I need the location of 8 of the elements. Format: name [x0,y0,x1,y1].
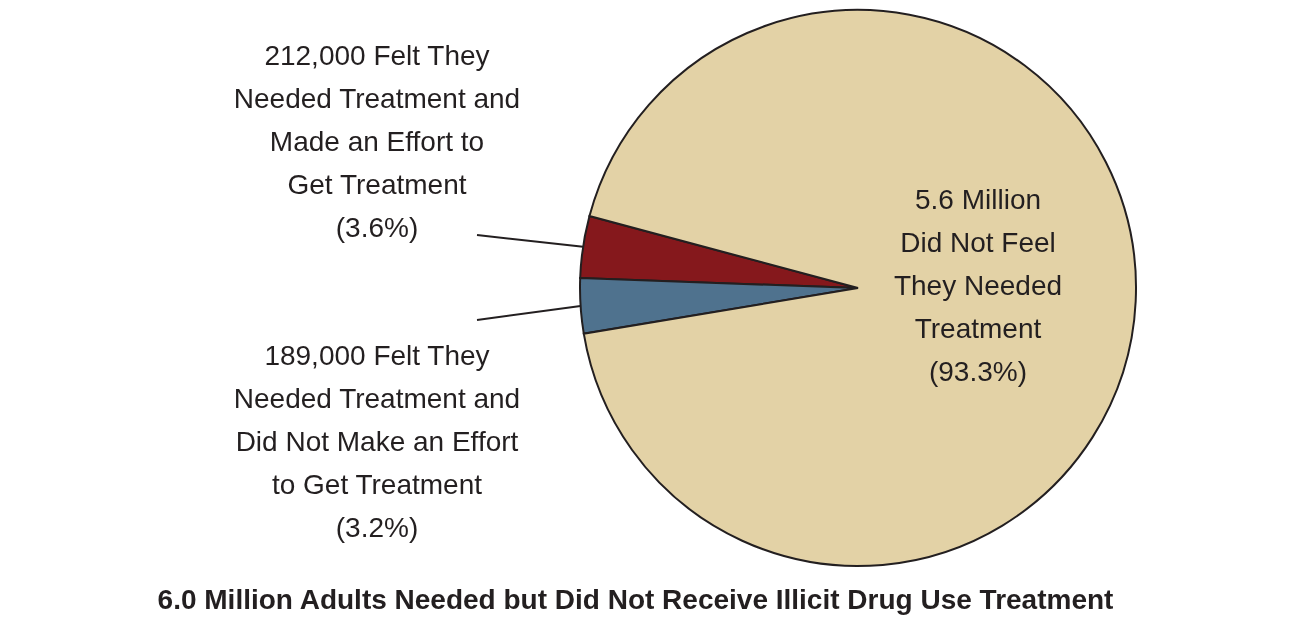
slice-label: 212,000 Felt They Needed Treatment and Made an Effort to Get Treatment [233,39,521,200]
slice-label: 189,000 Felt They Needed Treatment and Did Not Make an Effort to Get Treatment [233,339,521,500]
slice-label: 5.6 Million Did Not Feel They Needed Treatment [893,183,1063,344]
text: 6.0 Million Adults Needed but Did Not Receive Illicit Drug Use Treatment [156,584,1115,616]
data-label: (3.2%) [335,511,419,543]
data-label: (93.3%) [928,355,1028,387]
data-label: (3.6%) [335,211,419,243]
pie-slice [582,9,1137,567]
